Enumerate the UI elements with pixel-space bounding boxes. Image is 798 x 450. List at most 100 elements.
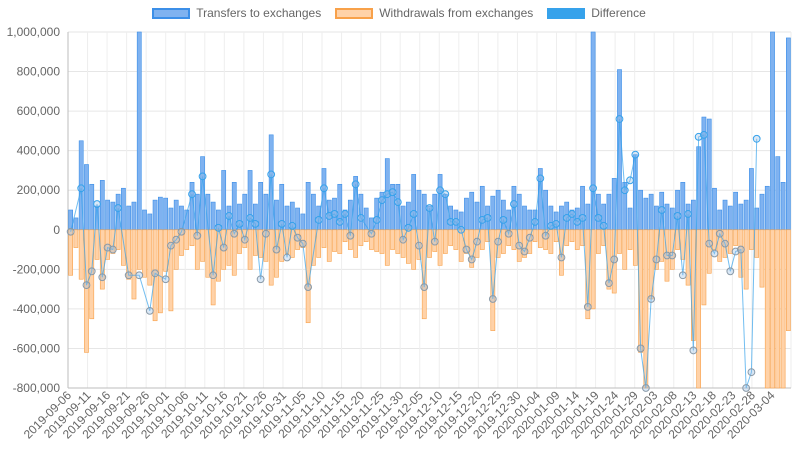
bar-transfers xyxy=(627,207,633,231)
bar-withdrawals xyxy=(437,229,443,266)
point-difference xyxy=(589,184,597,193)
point-difference xyxy=(615,115,624,123)
point-difference xyxy=(568,210,576,218)
bar-withdrawals xyxy=(68,229,73,276)
point-difference xyxy=(462,245,471,254)
point-difference xyxy=(188,190,196,199)
bar-transfers xyxy=(585,203,591,231)
point-difference xyxy=(124,271,133,280)
bar-withdrawals xyxy=(363,229,369,242)
bar-withdrawals xyxy=(669,229,675,270)
point-difference xyxy=(172,235,181,244)
y-tick-label: -800,000 xyxy=(13,381,61,395)
point-difference xyxy=(341,210,349,218)
bar-withdrawals xyxy=(179,229,184,256)
point-difference xyxy=(525,233,534,242)
point-difference xyxy=(425,204,434,212)
bar-withdrawals xyxy=(770,229,775,389)
bar-transfers xyxy=(126,205,132,231)
bar-transfers xyxy=(395,183,401,231)
bar-withdrawals xyxy=(157,229,163,314)
bar-transfers xyxy=(358,193,364,231)
point-difference xyxy=(626,176,634,185)
bar-transfers xyxy=(733,191,738,231)
point-difference xyxy=(494,237,503,246)
bar-withdrawals xyxy=(384,229,390,266)
point-difference xyxy=(636,344,645,353)
y-tick-label: 400,000 xyxy=(17,144,61,158)
y-tick-label: -200,000 xyxy=(13,262,61,276)
bar-withdrawals xyxy=(200,229,205,262)
point-difference xyxy=(77,184,86,193)
point-difference xyxy=(700,130,708,139)
bar-withdrawals xyxy=(727,229,733,254)
bar-withdrawals xyxy=(147,229,153,286)
point-difference xyxy=(573,217,582,226)
bar-withdrawals xyxy=(406,229,411,264)
point-difference xyxy=(209,271,218,280)
legend-item-difference[interactable]: Difference xyxy=(547,6,646,20)
bar-withdrawals xyxy=(622,229,628,270)
point-difference xyxy=(415,241,423,250)
point-difference xyxy=(304,283,313,292)
legend-label-withdrawals: Withdrawals from exchanges xyxy=(379,6,534,20)
bar-withdrawals xyxy=(701,229,707,306)
bar-withdrawals xyxy=(400,229,406,258)
bar-transfers xyxy=(495,189,501,231)
point-difference xyxy=(562,214,571,222)
point-difference xyxy=(335,217,344,226)
point-difference xyxy=(578,214,587,222)
legend-item-transfers[interactable]: Transfers to exchanges xyxy=(152,6,321,20)
bar-transfers xyxy=(258,182,263,231)
point-difference xyxy=(151,269,159,278)
bar-transfers xyxy=(490,195,496,231)
point-difference xyxy=(293,233,302,242)
bar-transfers xyxy=(105,199,110,231)
bar-transfers xyxy=(464,197,469,231)
legend-item-withdrawals[interactable]: Withdrawals from exchanges xyxy=(335,6,533,20)
point-difference xyxy=(219,243,228,252)
point-difference xyxy=(351,180,360,189)
point-difference xyxy=(240,235,249,244)
point-difference xyxy=(657,206,666,214)
bar-transfers xyxy=(142,209,147,231)
bar-withdrawals xyxy=(231,229,237,276)
bar-withdrawals xyxy=(780,229,786,389)
point-difference xyxy=(473,237,481,246)
point-difference xyxy=(320,184,328,193)
point-difference xyxy=(98,273,107,282)
point-difference xyxy=(641,384,650,392)
bar-transfers xyxy=(727,205,733,231)
point-difference xyxy=(420,283,429,292)
point-difference xyxy=(330,210,339,218)
point-difference xyxy=(747,368,756,377)
point-difference xyxy=(262,229,270,238)
bar-transfers xyxy=(268,134,274,231)
bar-transfers xyxy=(152,199,158,231)
bar-transfers xyxy=(73,217,79,231)
y-tick-label: 200,000 xyxy=(17,183,61,197)
point-difference xyxy=(177,227,186,236)
bar-withdrawals xyxy=(712,229,717,250)
bar-withdrawals xyxy=(764,229,770,389)
bar-withdrawals xyxy=(390,229,395,250)
point-difference xyxy=(610,255,619,264)
bar-transfers xyxy=(722,199,728,231)
point-difference xyxy=(520,247,529,256)
bar-transfers xyxy=(786,37,791,231)
bar-withdrawals xyxy=(142,229,147,278)
bar-transfers xyxy=(764,185,770,231)
point-difference xyxy=(267,170,276,179)
bar-transfers xyxy=(643,197,649,231)
point-difference xyxy=(93,200,101,208)
point-difference xyxy=(108,245,117,254)
point-difference xyxy=(193,231,202,240)
point-difference xyxy=(689,346,698,355)
bar-withdrawals xyxy=(527,229,533,254)
bar-withdrawals xyxy=(84,229,89,353)
bar-withdrawals xyxy=(73,229,79,248)
bar-withdrawals xyxy=(754,229,760,258)
bar-transfers xyxy=(738,203,744,231)
bar-transfers xyxy=(448,205,453,231)
